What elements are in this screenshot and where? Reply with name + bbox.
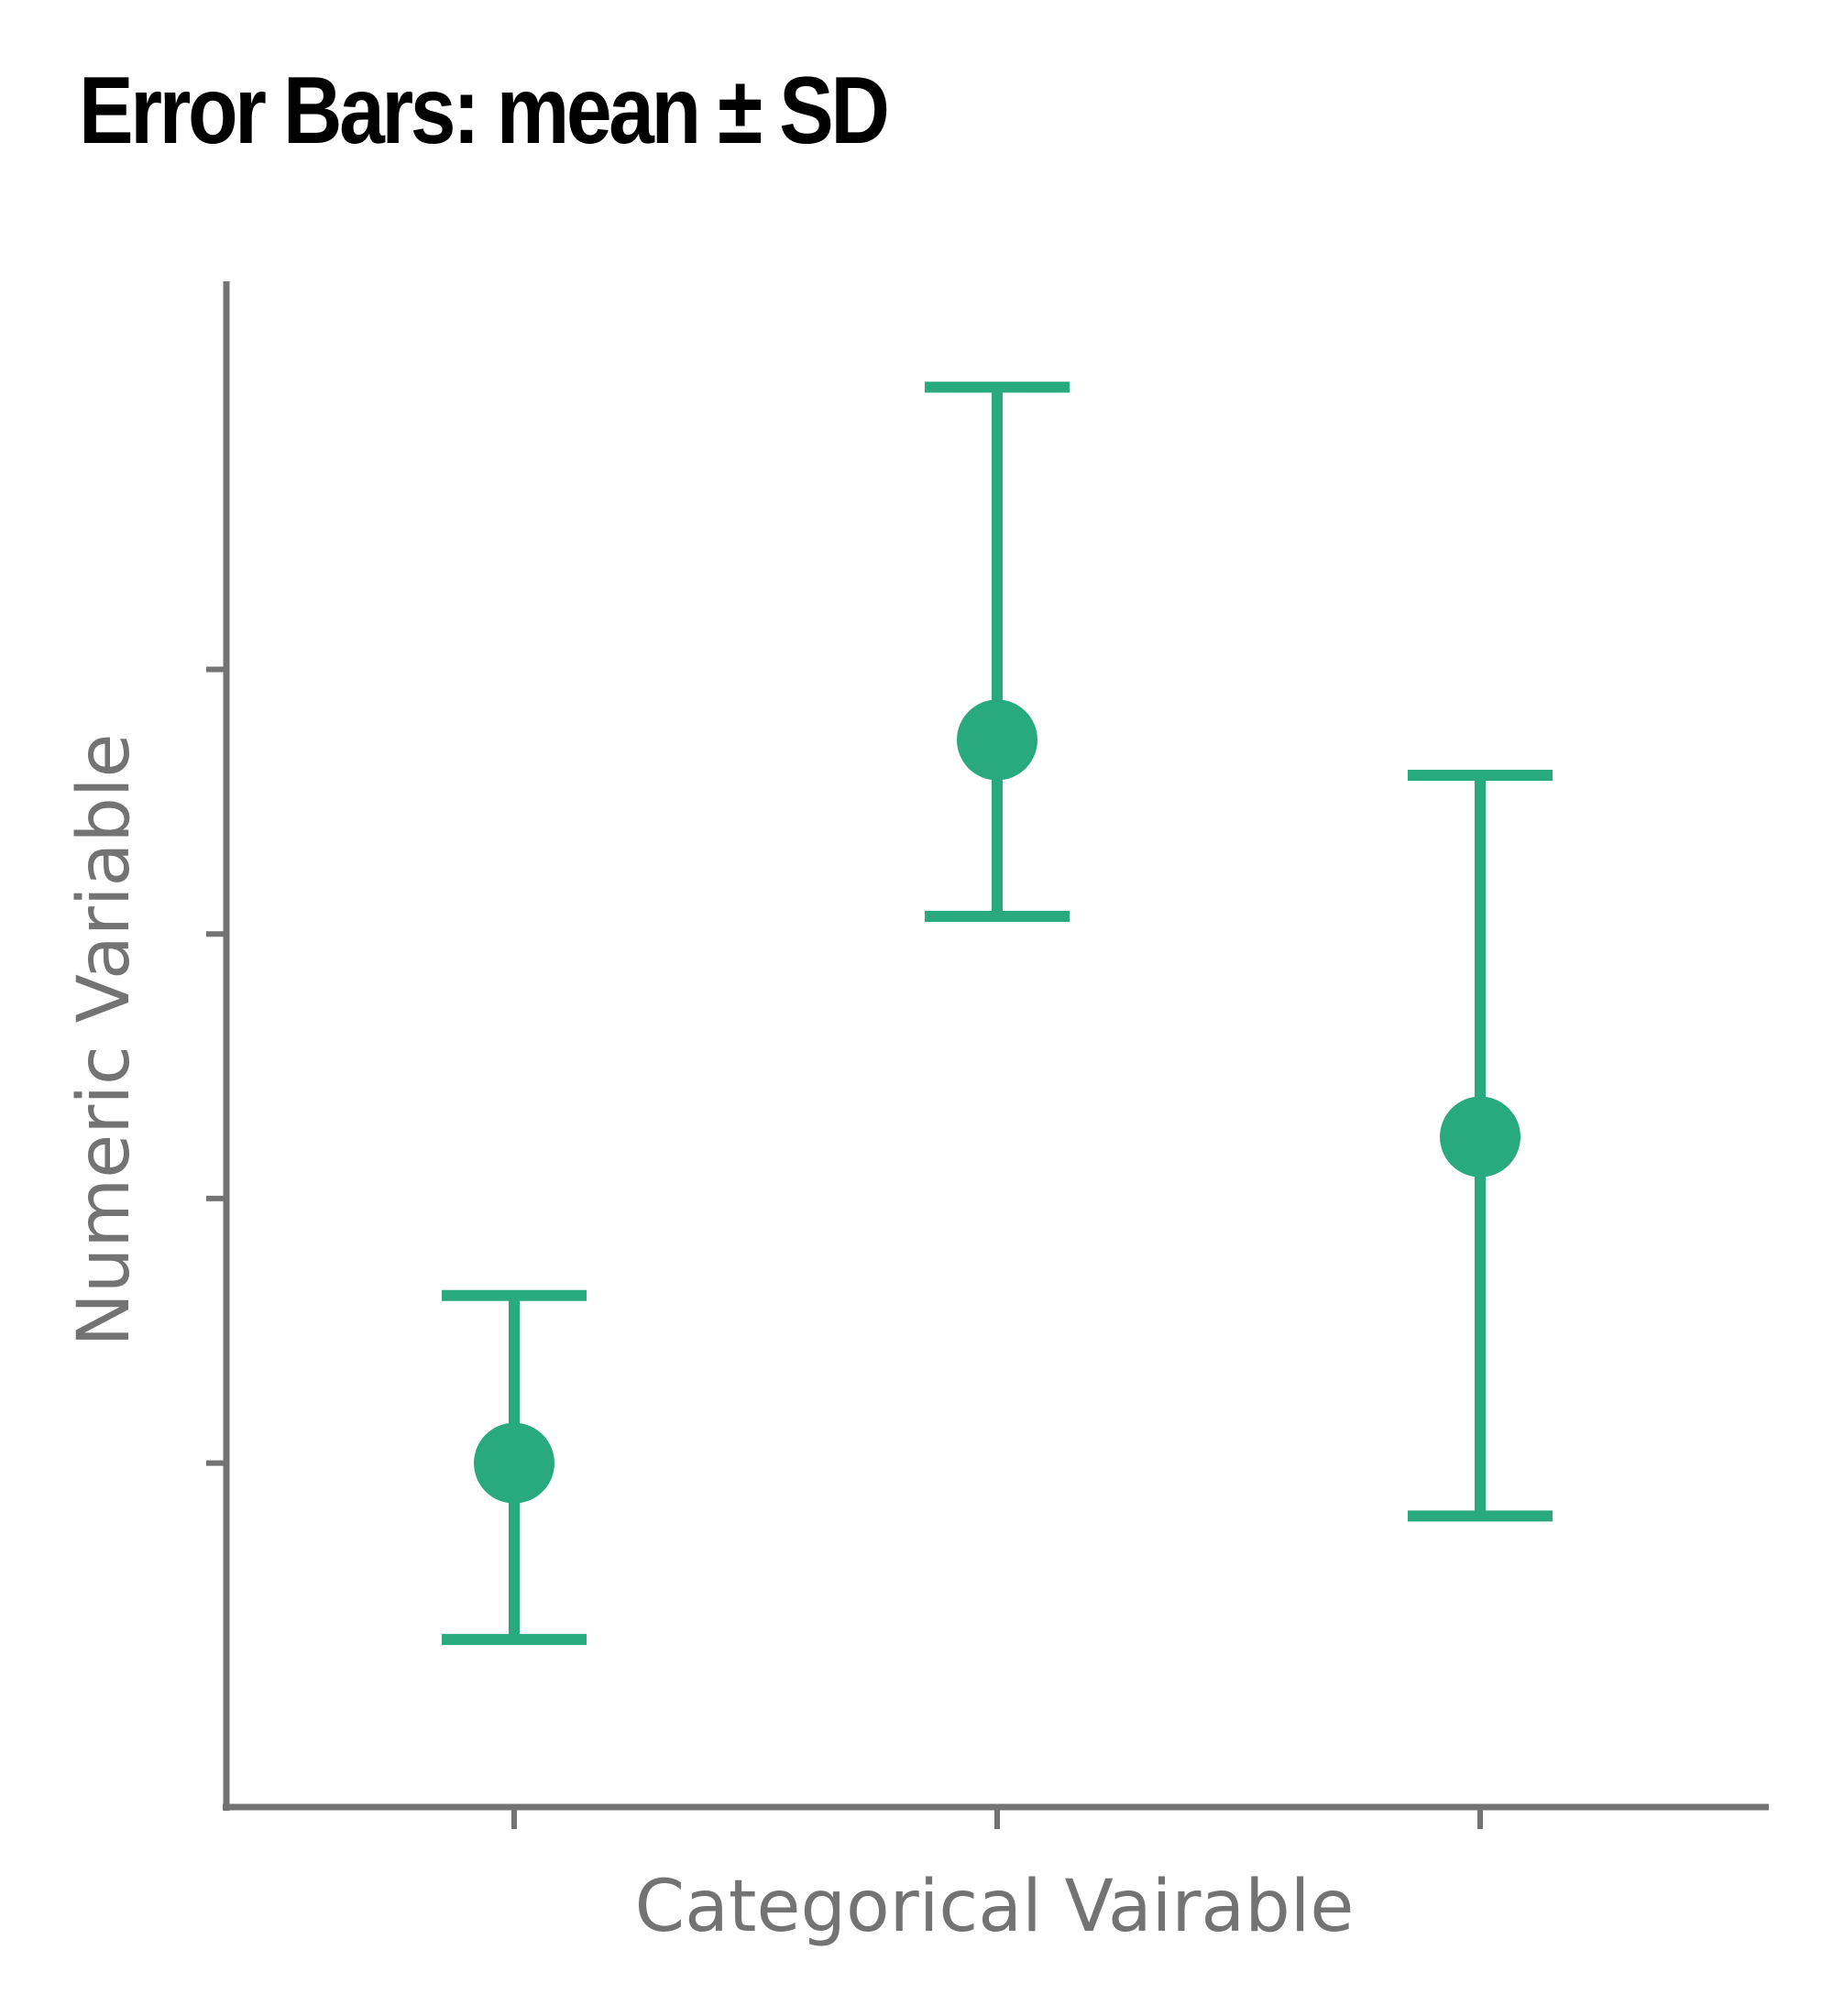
- chart-title: Error Bars: mean ± SD: [79, 58, 890, 164]
- error-bar-marks: [442, 381, 1553, 1646]
- mean-point-1: [957, 699, 1037, 781]
- error-bar-group-2: [1408, 769, 1553, 1522]
- mean-point-2: [1440, 1096, 1520, 1178]
- error-bar-group-0: [442, 1289, 587, 1646]
- y-axis-label: Numeric Variable: [63, 734, 146, 1347]
- x-axis-label: Categorical Vairable: [635, 1866, 1355, 1948]
- axes: [206, 281, 1769, 1829]
- mean-point-0: [474, 1422, 554, 1504]
- error-bar-group-1: [925, 381, 1070, 922]
